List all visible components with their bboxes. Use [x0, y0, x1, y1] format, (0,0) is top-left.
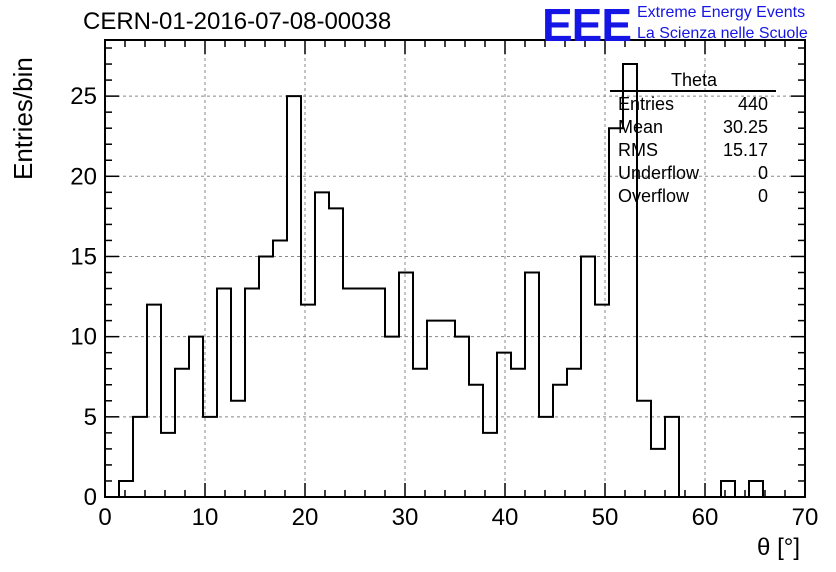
stats-separator [610, 90, 776, 92]
eee-logo: EEE [542, 0, 632, 51]
axis-ticks [104, 40, 806, 498]
y-tick-label: 10 [70, 324, 97, 351]
x-tick-label: 50 [592, 504, 619, 531]
stats-row-entries: Entries 440 [612, 93, 776, 116]
stats-label: Underflow [618, 163, 700, 183]
stats-label: Entries [618, 94, 675, 114]
x-tick-label: 10 [192, 504, 219, 531]
stats-box: Theta Entries 440 Mean 30.25 RMS 15.17 Unde… [610, 70, 776, 208]
y-axis-label: Entries/bin [8, 57, 38, 180]
stats-row-rms: RMS 15.17 [612, 139, 776, 162]
logo-line-1: Extreme Energy Events [637, 4, 806, 21]
histogram-series [105, 63, 805, 498]
stats-value: 0 [757, 186, 768, 206]
x-tick-label: 30 [392, 504, 419, 531]
stats-value: 15.17 [722, 140, 768, 160]
x-tick-label: 70 [792, 504, 819, 531]
stats-label: Overflow [618, 186, 690, 206]
logo-line-2: La Scienza nelle Scuole [637, 25, 808, 42]
plot-frame [104, 39, 806, 498]
y-tick-label: 5 [84, 404, 97, 431]
y-tick-label: 25 [70, 83, 97, 110]
x-tick-label: 20 [292, 504, 319, 531]
stats-title: Theta [670, 70, 718, 90]
x-axis-label: θ [°] [757, 534, 800, 561]
stats-row-overflow: Overflow 0 [612, 185, 776, 208]
stats-value: 30.25 [722, 117, 768, 137]
stats-value: 0 [757, 163, 768, 183]
x-tick-label: 40 [492, 504, 519, 531]
y-tick-label: 20 [70, 163, 97, 190]
y-tick-label: 0 [84, 484, 97, 511]
stats-row-mean: Mean 30.25 [612, 116, 776, 139]
tick-labels: 0 10 20 30 40 50 60 70 0 5 10 15 20 25 [70, 83, 818, 531]
chart-title: CERN-01-2016-07-08-00038 [83, 8, 392, 35]
y-tick-label: 15 [70, 243, 97, 270]
stats-label: Mean [618, 117, 664, 137]
stats-row-underflow: Underflow 0 [612, 162, 776, 185]
stats-value: 440 [737, 94, 768, 114]
x-tick-label: 0 [98, 504, 111, 531]
stats-label: RMS [618, 140, 658, 160]
x-tick-label: 60 [692, 504, 719, 531]
